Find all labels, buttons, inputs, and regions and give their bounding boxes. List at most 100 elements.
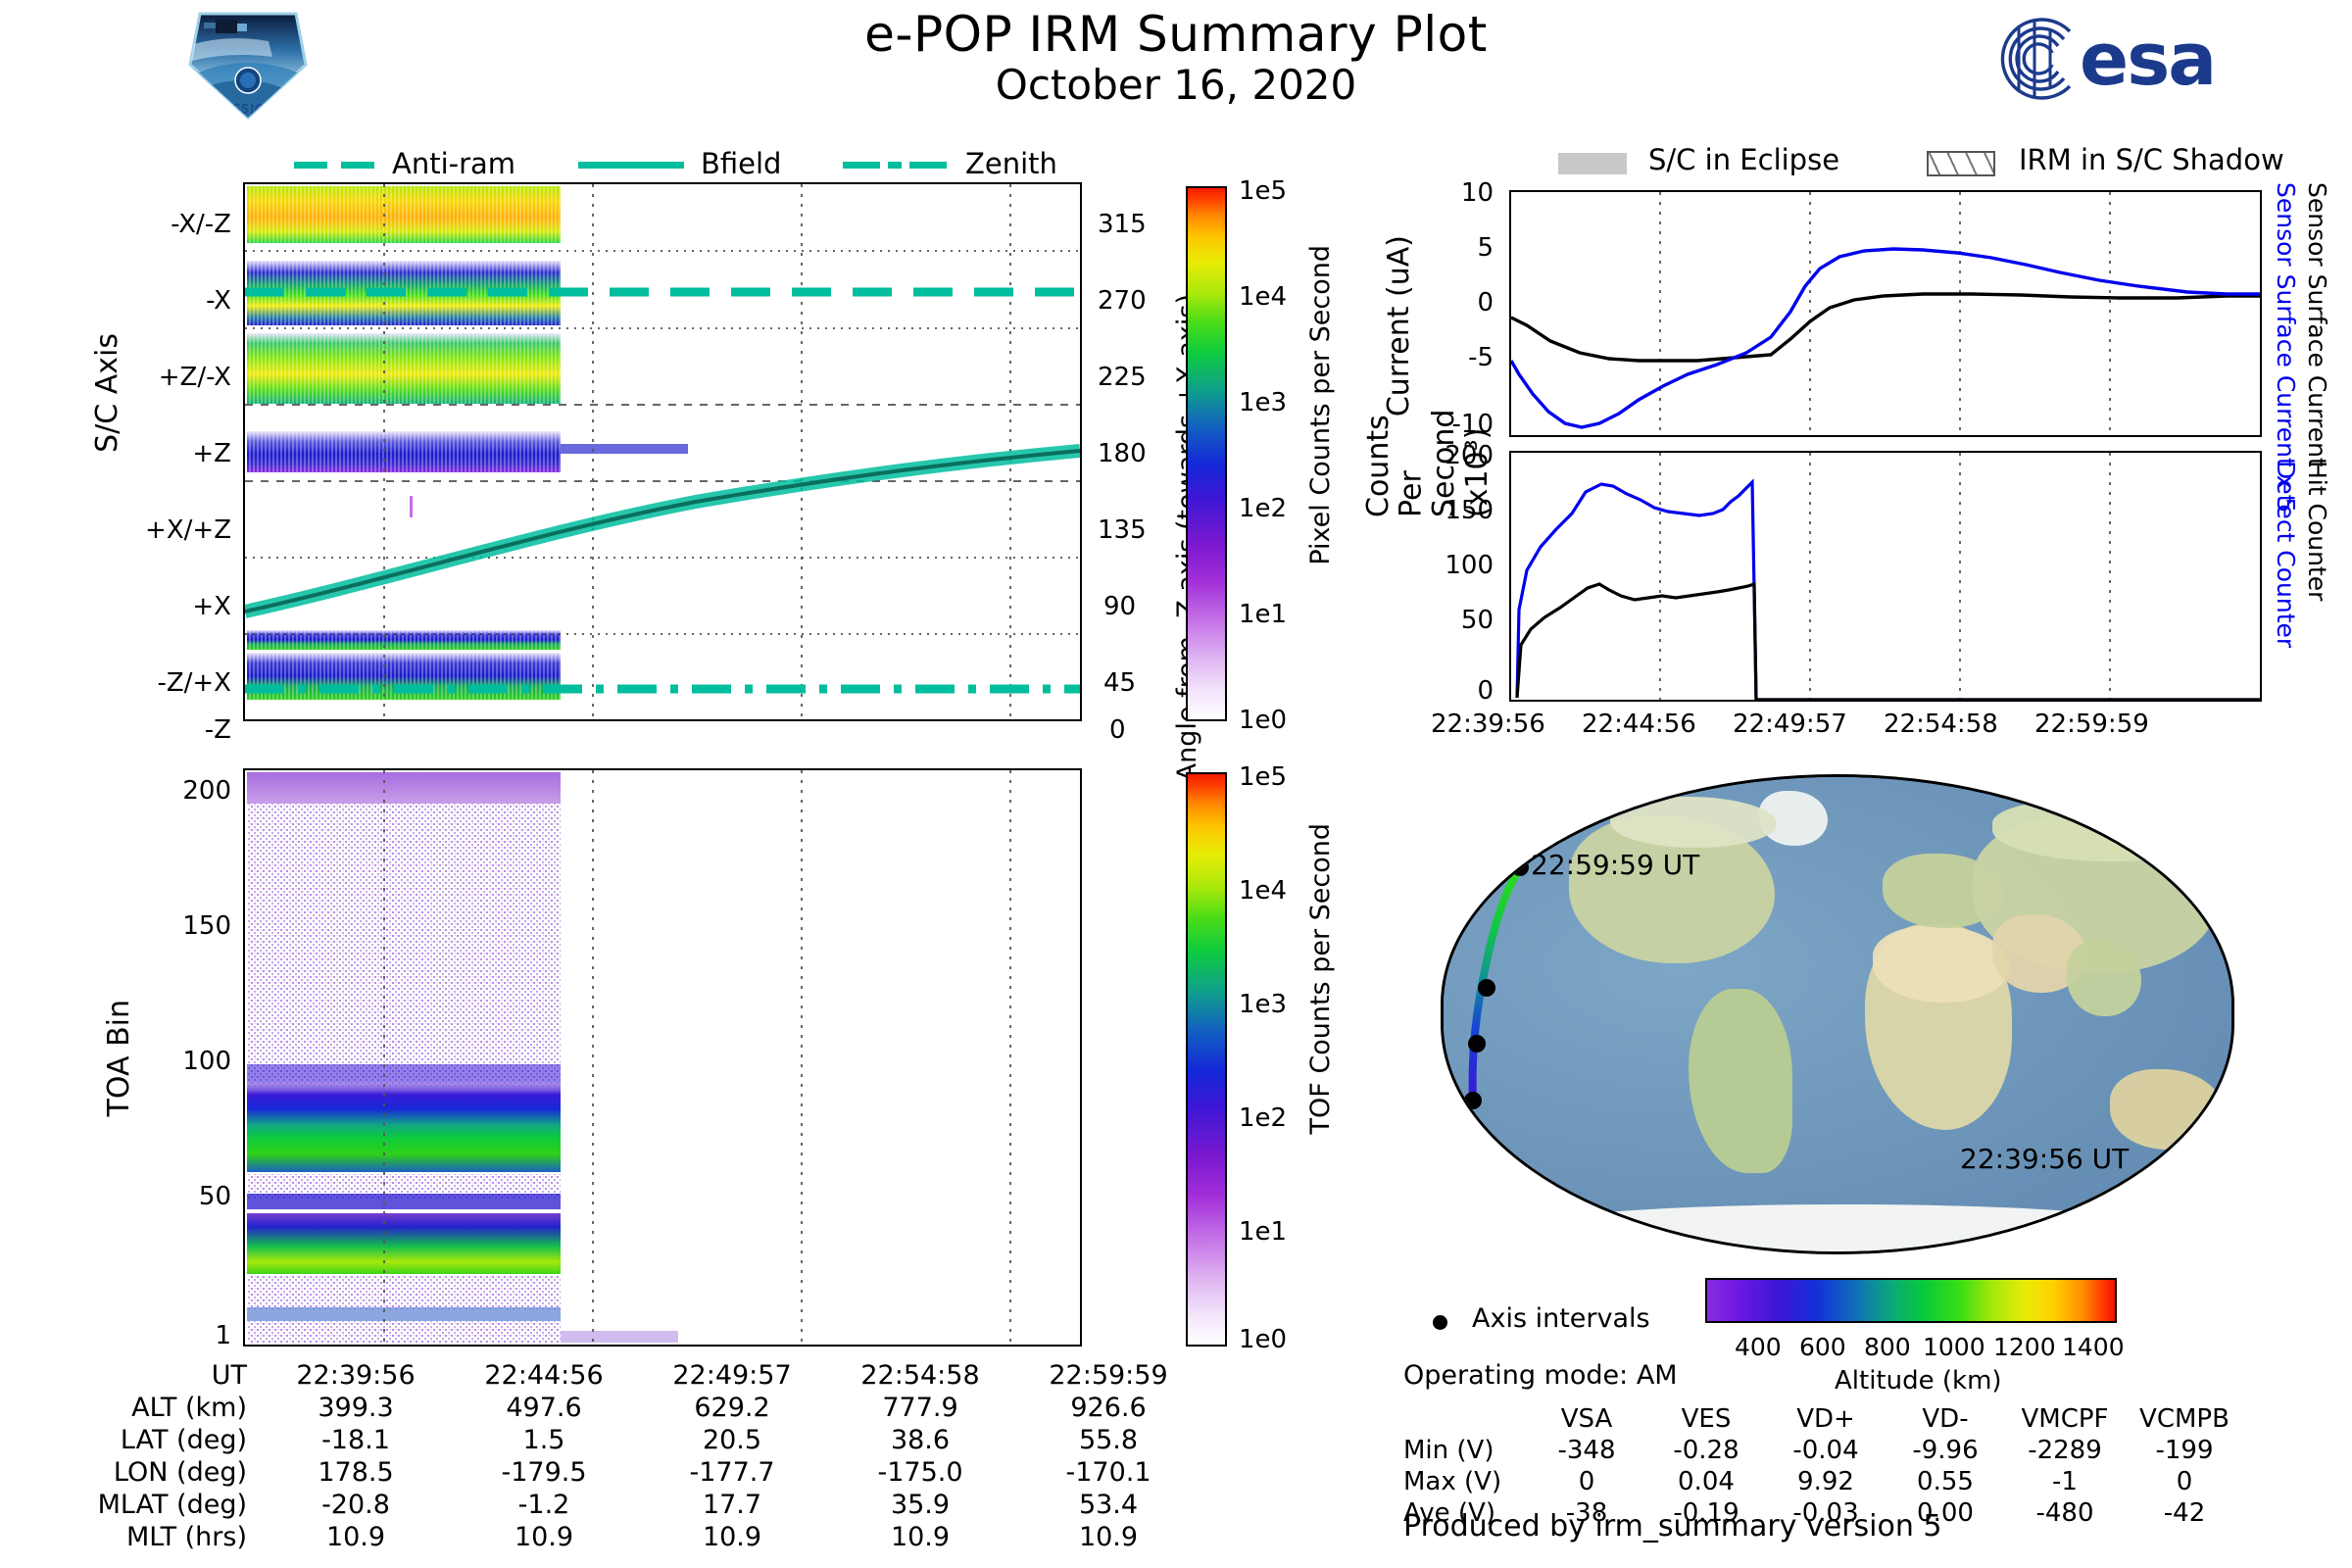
row-label-ut: UT: [211, 1360, 247, 1391]
vt-col-vdm: VD-: [1922, 1404, 1969, 1434]
alt-3: 777.9: [882, 1393, 958, 1423]
legend-sc-axis: Anti-ram Bfield Zenith: [294, 147, 1057, 182]
sc-axis-tick-+z: +Z: [192, 439, 231, 468]
row-label-mlt: MLT (hrs): [125, 1522, 247, 1552]
legend-swatch-anti-ram-2: [341, 162, 374, 169]
legend-swatch-shadow: [1927, 151, 1995, 176]
vt-ave-ves: -0.19: [1673, 1498, 1740, 1528]
lat-4: 55.8: [1078, 1425, 1139, 1455]
vt-max-vdm: 0.55: [1917, 1467, 1974, 1496]
legend-label-bfield: Bfield: [701, 147, 782, 180]
pixel-counts-colorbar: [1186, 186, 1227, 721]
page-subtitle: October 16, 2020: [995, 61, 1357, 109]
row-label-lat: LAT (deg): [120, 1425, 247, 1455]
sc-axis-tick-+x/+z: +X/+Z: [145, 515, 231, 545]
table-row: MLT (hrs) 10.9 10.9 10.9 10.9 10.9: [51, 1522, 1201, 1552]
legend-label-zenith: Zenith: [965, 147, 1057, 180]
cb1-tick-1e2: 1e2: [1239, 494, 1288, 523]
sc-axis-ylabel: S/C Axis: [90, 333, 124, 453]
vt-ave-vsa: -38: [1565, 1498, 1608, 1528]
alt-1: 497.6: [506, 1393, 582, 1423]
hit-counter-label: Hit Counter: [2303, 461, 2331, 602]
mlt-0: 10.9: [325, 1522, 386, 1552]
current-plot[interactable]: [1509, 190, 2262, 437]
axis-interval-dot: [1464, 1092, 1482, 1109]
table-row: Max (V) 0 0.04 9.92 0.55 -1 0: [1403, 1466, 2244, 1497]
cb2-tick-1e1: 1e1: [1239, 1217, 1288, 1247]
cb2-tick-1e3: 1e3: [1239, 990, 1288, 1019]
angle-tick-135: 135: [1098, 515, 1147, 545]
angle-tick-180: 180: [1098, 439, 1147, 468]
land-siberia: [1992, 799, 2228, 861]
toa-tick-50: 50: [198, 1182, 231, 1211]
land-antarctica: [1502, 1204, 2188, 1251]
angle-tick-225: 225: [1098, 363, 1147, 392]
sc-axis-tick--z: -Z: [204, 715, 231, 745]
mlt-3: 10.9: [890, 1522, 951, 1552]
land-south-america: [1689, 989, 1792, 1173]
operating-mode-label: Operating mode: AM: [1403, 1360, 1678, 1391]
legend-swatch-zenith-2: [909, 162, 947, 169]
ut-4: 22:59:59: [1049, 1360, 1168, 1391]
orbit-ground-track-map[interactable]: 22:59:59 UT 22:39:56 UT: [1441, 774, 2234, 1254]
row-label-mlat: MLAT (deg): [97, 1490, 247, 1520]
land-australia: [2110, 1069, 2224, 1150]
map-canvas: [1441, 774, 2234, 1254]
mlt-1: 10.9: [514, 1522, 574, 1552]
vt-col-vsa: VSA: [1560, 1404, 1613, 1434]
vt-row-ave: Ave (V): [1403, 1498, 1495, 1528]
vt-min-vdm: -9.96: [1912, 1436, 1979, 1465]
page-title: e-POP IRM Summary Plot: [864, 6, 1488, 63]
toa-bin-spectrogram-plot[interactable]: [243, 768, 1082, 1347]
table-row: ALT (km) 399.3 497.6 629.2 777.9 926.6: [51, 1393, 1201, 1423]
legend-swatch-zenith-dot: [888, 162, 902, 169]
counts-plot[interactable]: [1509, 451, 2262, 702]
vt-max-vsa: 0: [1578, 1467, 1595, 1496]
toa-tick-200: 200: [182, 776, 231, 806]
svg-text:CASSIOPE: CASSIOPE: [213, 103, 283, 118]
cb1-tick-1e1: 1e1: [1239, 600, 1288, 629]
angle-tick-45: 45: [1103, 668, 1137, 698]
counts-tick-100: 100: [1445, 551, 1494, 580]
lon-1: -179.5: [501, 1457, 587, 1488]
axis-interval-dot: [1511, 858, 1529, 876]
angle-tick-0: 0: [1109, 715, 1126, 745]
counts-tick-200: 200: [1445, 441, 1494, 470]
sc-axis-tick-+x: +X: [192, 592, 231, 621]
lon-4: -170.1: [1065, 1457, 1152, 1488]
current-tick--5: -5: [1468, 343, 1494, 372]
legend-swatch-eclipse: [1558, 153, 1627, 174]
table-row: MLAT (deg) -20.8 -1.2 17.7 35.9 53.4: [51, 1490, 1201, 1520]
alt-2: 629.2: [694, 1393, 770, 1423]
ephemeris-table: UT 22:39:56 22:44:56 22:49:57 22:54:58 2…: [49, 1358, 1203, 1554]
cb1-tick-1e0: 1e0: [1239, 706, 1288, 735]
vt-row-min: Min (V): [1403, 1436, 1494, 1465]
lon-2: -177.7: [689, 1457, 775, 1488]
angle-tick-270: 270: [1098, 286, 1147, 316]
right-xtick-4: 22:59:59: [2034, 710, 2149, 739]
right-xtick-1: 22:44:56: [1582, 710, 1696, 739]
right-xtick-3: 22:54:58: [1884, 710, 1998, 739]
table-row: LAT (deg) -18.1 1.5 20.5 38.6 55.8: [51, 1425, 1201, 1455]
vt-min-vmcpf: -2289: [2028, 1436, 2102, 1465]
legend-label-shadow: IRM in S/C Shadow: [2019, 143, 2284, 176]
mlat-1: -1.2: [517, 1490, 570, 1520]
vt-col-vcmpb: VCMPB: [2139, 1404, 2230, 1434]
axis-interval-dot: [1468, 1035, 1486, 1053]
cassiope-mission-logo: CASSIOPE: [174, 8, 321, 123]
vt-max-vdp: 9.92: [1797, 1467, 1854, 1496]
toa-tick-1: 1: [215, 1321, 231, 1350]
table-row: UT 22:39:56 22:44:56 22:49:57 22:54:58 2…: [51, 1360, 1201, 1391]
sensor-surface-current-label: Sensor Surface Current: [2303, 182, 2331, 467]
sc-axis-spectrogram-plot[interactable]: [243, 182, 1082, 721]
cb2-tick-1e4: 1e4: [1239, 876, 1288, 906]
sc-axis-tick--x: -X: [206, 286, 231, 316]
tof-counts-colorbar: [1186, 772, 1227, 1347]
sensor-surface-current-x5-label: Sensor Surface Current x 5: [2272, 182, 2300, 514]
vt-ave-vcmpb: -42: [2163, 1498, 2206, 1528]
lat-3: 38.6: [890, 1425, 951, 1455]
lat-2: 20.5: [702, 1425, 762, 1455]
ut-3: 22:54:58: [860, 1360, 980, 1391]
angle-tick-90: 90: [1103, 592, 1137, 621]
ut-2: 22:49:57: [672, 1360, 792, 1391]
